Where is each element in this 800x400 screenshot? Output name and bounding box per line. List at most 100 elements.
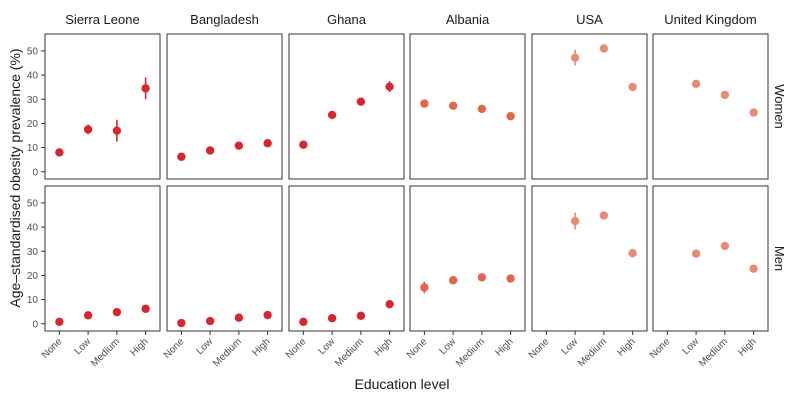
x-tick-label: None <box>40 336 65 361</box>
x-tick-label: Low <box>559 336 580 357</box>
y-tick-label: 40 <box>27 71 39 82</box>
data-point <box>506 274 515 283</box>
data-point <box>112 307 122 317</box>
data-point <box>420 283 429 292</box>
y-tick-label: 20 <box>27 271 39 282</box>
row-label-men: Men <box>772 246 787 271</box>
data-point <box>477 104 487 114</box>
y-axis-title: Age–standardised obesity prevalence (%) <box>7 48 23 307</box>
x-tick-label: Low <box>72 336 93 357</box>
x-tick-label: Medium <box>576 336 609 369</box>
panel-border <box>531 33 648 180</box>
x-tick-label: Medium <box>333 336 366 369</box>
x-tick-label: None <box>162 336 187 361</box>
panel-border <box>166 185 283 332</box>
data-point <box>570 53 580 62</box>
data-point <box>628 248 637 258</box>
data-point <box>141 84 150 93</box>
data-point <box>356 311 366 320</box>
data-point <box>599 211 609 220</box>
y-tick-label: 10 <box>27 295 39 306</box>
data-point <box>83 125 93 134</box>
panel-women-ghana <box>288 33 405 180</box>
x-tick-label: Low <box>194 336 215 357</box>
x-tick-label: Medium <box>89 336 122 369</box>
x-tick-label: High <box>250 336 272 358</box>
x-tick-label: None <box>527 336 552 361</box>
panel-women-albania <box>409 33 526 180</box>
x-tick-label: High <box>372 336 394 358</box>
x-tick-label: None <box>284 336 309 361</box>
data-point <box>691 79 701 88</box>
x-tick-label: None <box>648 336 673 361</box>
data-point <box>477 273 487 282</box>
y-tick-label: 30 <box>27 95 39 106</box>
data-point <box>234 141 244 150</box>
panel-border <box>44 185 161 332</box>
data-point <box>749 108 758 117</box>
strip-labels: Sierra Leone Bangladesh Ghana Albania USA Uni… <box>65 12 787 271</box>
axis-titles: Education level Age–standardised obesity… <box>7 48 449 392</box>
x-axis-title: Education level <box>355 376 450 392</box>
data-point <box>570 216 580 226</box>
data-point <box>263 310 272 320</box>
data-point <box>83 311 93 320</box>
panel-border <box>531 185 648 332</box>
x-tick-label: Medium <box>454 336 487 369</box>
data-point <box>299 317 308 327</box>
data-point <box>177 318 186 328</box>
data-point <box>55 317 64 327</box>
data-point <box>720 241 730 251</box>
x-tick-label: High <box>493 336 515 358</box>
x-tick-label: High <box>128 336 150 358</box>
strip-label-usa: USA <box>576 12 603 27</box>
panel-border <box>44 33 161 180</box>
data-point <box>299 140 308 149</box>
panel-border <box>652 33 769 180</box>
x-tick-label: Low <box>316 336 337 357</box>
data-point <box>205 146 215 155</box>
panel-women-bangladesh <box>166 33 283 180</box>
panel-women-usa <box>531 33 648 180</box>
y-tick-label: 30 <box>27 247 39 258</box>
data-point <box>628 82 637 92</box>
x-tick-label: Low <box>680 336 701 357</box>
x-tick-label: High <box>736 336 758 358</box>
data-point <box>327 110 337 120</box>
y-tick-label: 0 <box>32 167 38 178</box>
data-point <box>234 313 244 322</box>
panel-border <box>288 33 405 180</box>
strip-label-albania: Albania <box>446 12 490 27</box>
strip-label-ghana: Ghana <box>327 12 367 27</box>
strip-label-bangladesh: Bangladesh <box>190 12 259 27</box>
x-tick-label: Low <box>437 336 458 357</box>
y-tick-label: 10 <box>27 143 39 154</box>
data-point <box>55 148 64 157</box>
data-point <box>327 313 337 323</box>
y-tick-label: 40 <box>27 223 39 234</box>
data-point <box>356 97 366 106</box>
data-point <box>141 304 150 313</box>
data-point <box>749 264 758 273</box>
panel-border <box>166 33 283 180</box>
data-point <box>420 99 429 108</box>
data-point <box>720 90 730 100</box>
y-tick-label: 50 <box>27 46 39 57</box>
data-point <box>112 126 122 135</box>
data-point <box>448 101 458 110</box>
panel-border <box>409 185 526 332</box>
panel-women-sierra-leone: 0 10 20 30 40 50 <box>27 33 161 180</box>
data-point <box>385 299 394 309</box>
panel-border <box>288 185 405 332</box>
data-point <box>506 111 515 121</box>
x-tick-label: Medium <box>211 336 244 369</box>
data-point <box>263 139 272 148</box>
data-point <box>448 276 458 285</box>
